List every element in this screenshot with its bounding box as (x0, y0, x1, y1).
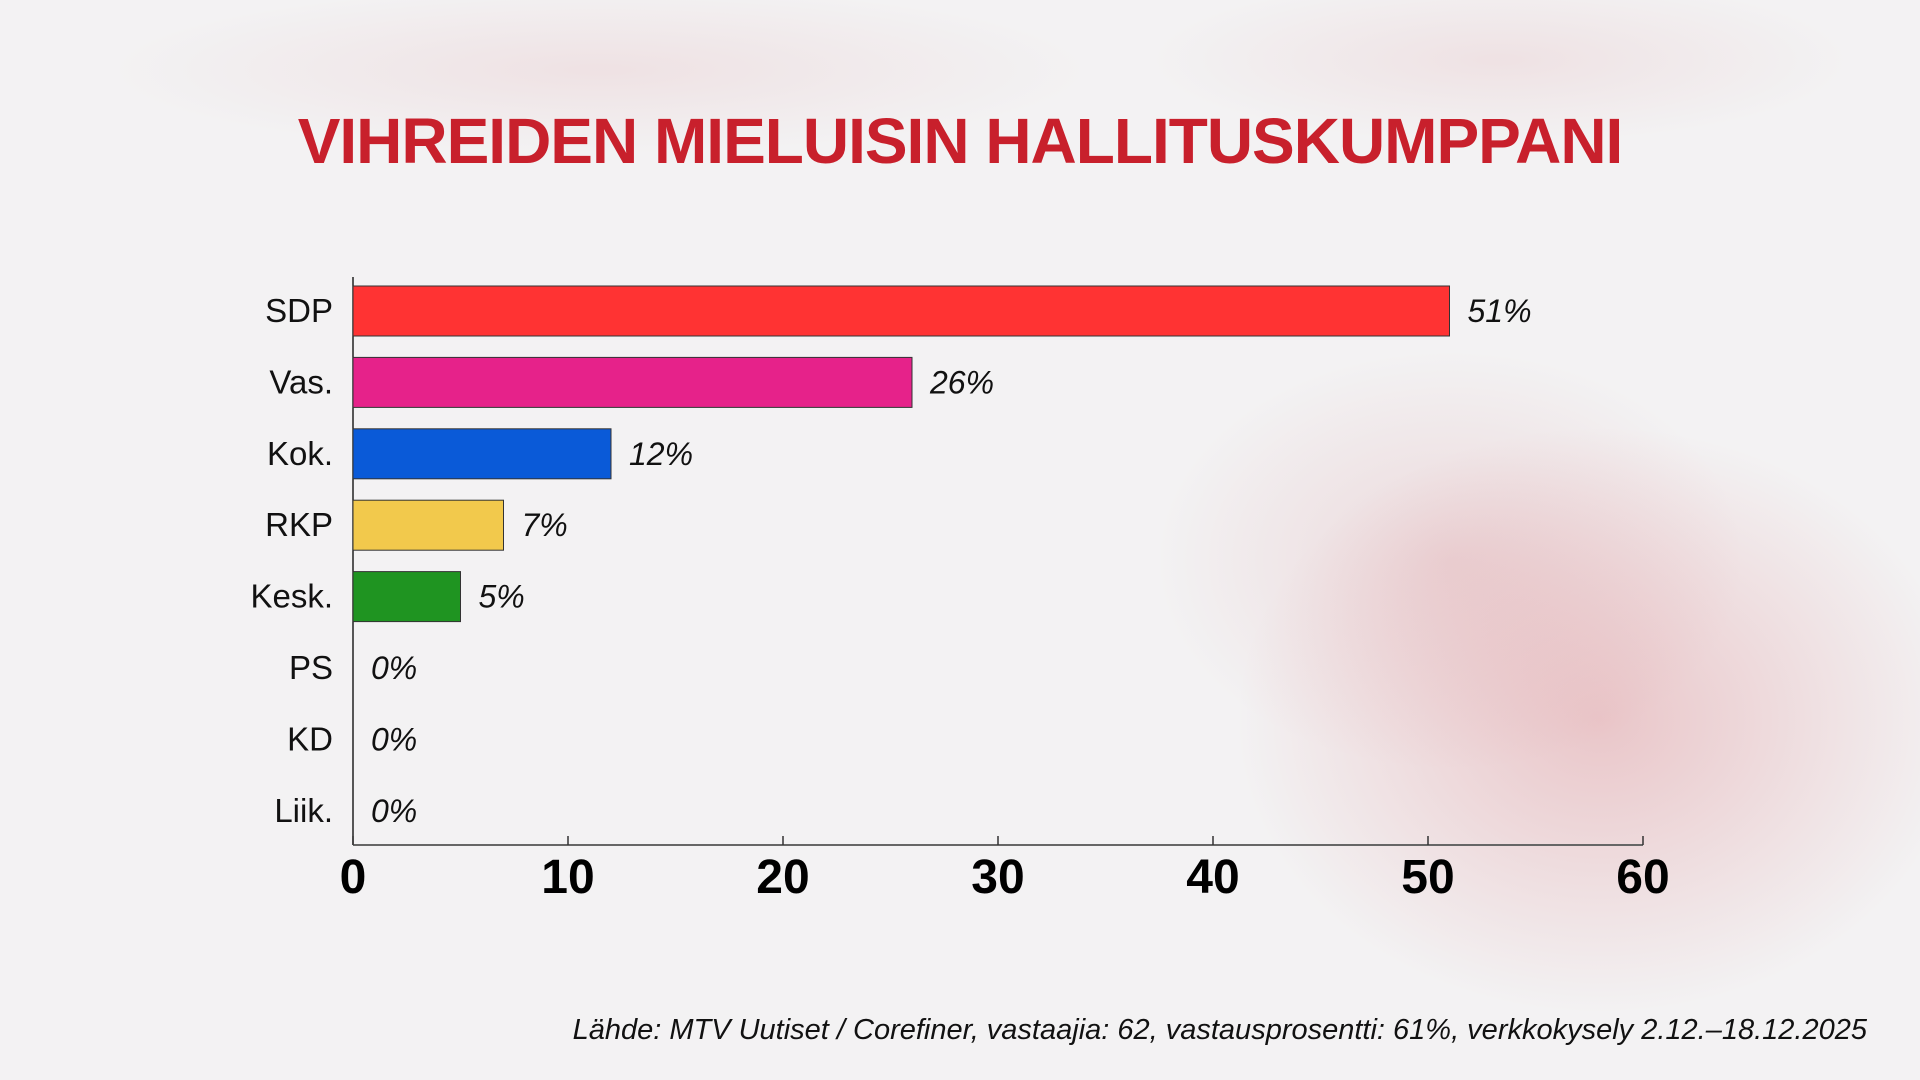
x-tick-label: 20 (756, 851, 809, 904)
category-label: Kok. (267, 435, 333, 472)
category-label: KD (287, 720, 333, 757)
bar-kok (352, 428, 612, 480)
value-label: 26% (929, 364, 994, 400)
x-tick-label: 30 (971, 851, 1024, 904)
value-label: 0% (371, 793, 417, 829)
category-label: Vas. (269, 363, 333, 400)
x-tick-label: 10 (541, 851, 594, 904)
category-label: RKP (265, 506, 333, 543)
x-tick-label: 40 (1186, 851, 1239, 904)
bar-kesk (352, 571, 461, 623)
value-label: 7% (522, 507, 568, 543)
bar-rkp (352, 499, 504, 551)
category-label: Liik. (274, 792, 333, 829)
value-label: 0% (371, 650, 417, 686)
bar-vas (352, 356, 913, 408)
category-label: PS (289, 649, 333, 686)
value-label: 5% (479, 579, 525, 615)
x-tick-label: 60 (1616, 851, 1669, 904)
value-label: 51% (1468, 293, 1532, 329)
x-tick-label: 0 (340, 851, 367, 904)
bar-sdp (352, 285, 1450, 337)
chart-title: VIHREIDEN MIELUISIN HALLITUSKUMPPANI (297, 105, 1624, 177)
category-label: SDP (265, 292, 333, 329)
x-tick-label: 50 (1401, 851, 1454, 904)
value-label: 12% (629, 436, 693, 472)
category-label: Kesk. (250, 578, 333, 615)
value-label: 0% (371, 721, 417, 757)
source-note: Lähde: MTV Uutiset / Corefiner, vastaaji… (572, 1014, 1867, 1046)
